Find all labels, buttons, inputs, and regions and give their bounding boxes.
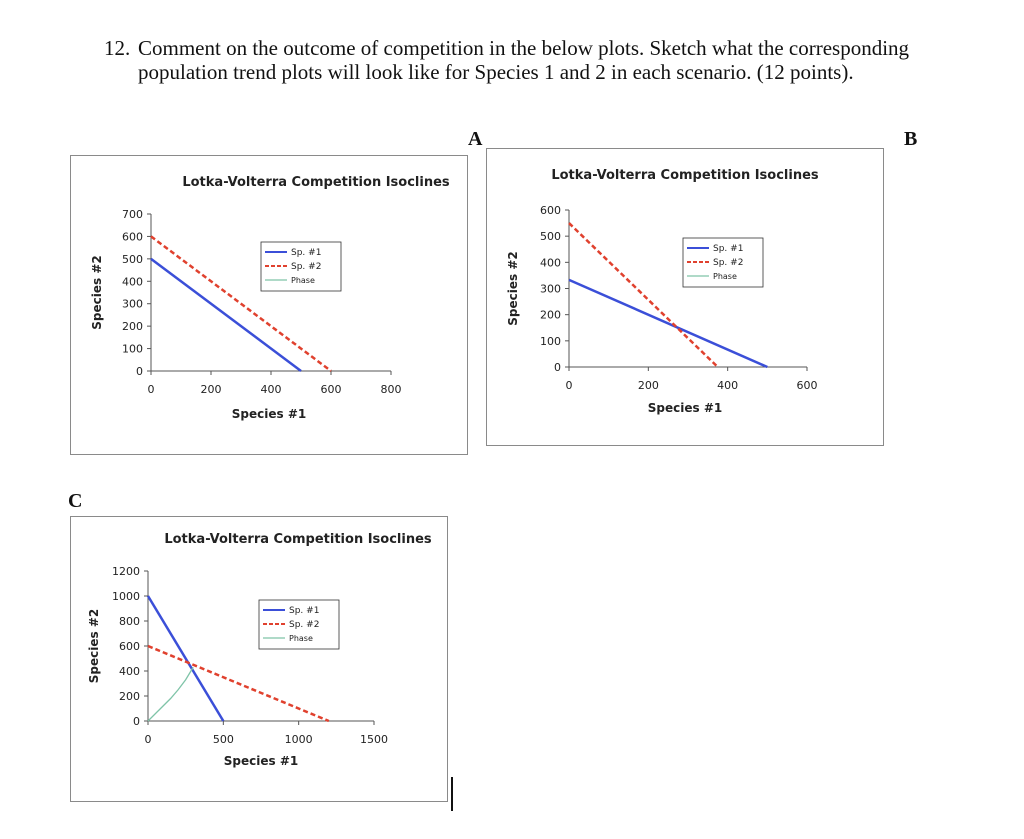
chart-a-svg: Lotka-Volterra Competition Isoclines 0 100… (90, 175, 450, 421)
chart-b-title: Lotka-Volterra Competition Isoclines (551, 168, 819, 183)
chart-b-y-tick-label: 300 (540, 283, 561, 296)
chart-c-legend-entry: Sp. #2 (289, 620, 319, 630)
chart-c-series-phase (147, 666, 194, 722)
panel-label-b: B (904, 128, 918, 150)
chart-b-legend-entry: Sp. #1 (713, 244, 743, 254)
chart-b-legend: Sp. #1 Sp. #2 Phase (682, 237, 764, 288)
chart-c-y-tick-label: 400 (119, 665, 140, 678)
chart-b-legend-entry: Phase (713, 272, 737, 281)
chart-a-x-tick-label: 0 (148, 383, 155, 396)
chart-c: Lotka-Volterra Competition Isoclines 0 200… (70, 516, 448, 802)
question-body: Comment on the outcome of competition in… (138, 36, 910, 84)
chart-a-y-tick-label: 700 (122, 208, 143, 221)
chart-c-legend-entry: Sp. #1 (289, 606, 319, 616)
chart-a-legend-entry: Sp. #2 (291, 262, 321, 272)
chart-c-y-tick-label: 800 (119, 615, 140, 628)
chart-a-x-tick-label: 400 (261, 383, 282, 396)
chart-a-title: Lotka-Volterra Competition Isoclines (182, 175, 450, 190)
chart-c-title: Lotka-Volterra Competition Isoclines (164, 532, 432, 547)
chart-a-y-tick-label: 200 (122, 320, 143, 333)
chart-a-y-tick-label: 100 (122, 343, 143, 356)
chart-a-y-tick-label: 0 (136, 365, 143, 378)
chart-a-legend: Sp. #1 Sp. #2 Phase (260, 241, 342, 292)
chart-c-x-tick-label: 0 (145, 733, 152, 746)
chart-a-y-axis-label: Species #2 (90, 255, 104, 329)
chart-b-y-tick-label: 500 (540, 230, 561, 243)
chart-c-y-tick-label: 200 (119, 690, 140, 703)
chart-c-series-sp1 (146, 595, 225, 722)
chart-b-x-tick-label: 200 (638, 379, 659, 392)
chart-b: Lotka-Volterra Competition Isoclines 0 100… (486, 148, 884, 446)
chart-b-svg: Lotka-Volterra Competition Isoclines 0 100… (506, 168, 819, 415)
chart-b-series-sp1 (568, 278, 768, 369)
panel-label-a: A (468, 128, 483, 150)
chart-c-y-tick-label: 1200 (112, 565, 140, 578)
chart-c-y-tick-label: 0 (133, 715, 140, 728)
chart-b-x-axis-label: Species #1 (648, 401, 722, 415)
chart-a-y-tick-label: 500 (122, 253, 143, 266)
chart-c-x-tick-label: 500 (213, 733, 234, 746)
chart-b-x-tick-label: 0 (566, 379, 573, 392)
chart-b-y-tick-label: 100 (540, 335, 561, 348)
chart-b-y-tick-label: 400 (540, 256, 561, 269)
chart-a-y-tick-label: 400 (122, 275, 143, 288)
chart-c-y-axis-label: Species #2 (87, 609, 101, 683)
panel-label-c: C (68, 490, 83, 512)
chart-c-x-tick-label: 1000 (285, 733, 313, 746)
chart-c-legend: Sp. #1 Sp. #2 Phase (258, 599, 340, 650)
chart-c-svg: Lotka-Volterra Competition Isoclines 0 200… (87, 532, 432, 768)
chart-a-x-tick-label: 200 (201, 383, 222, 396)
question-number: 12. (104, 36, 131, 60)
chart-c-y-tick-label: 600 (119, 640, 140, 653)
chart-b-x-tick-label: 400 (717, 379, 738, 392)
chart-a-series-sp2 (150, 235, 332, 373)
chart-a: Lotka-Volterra Competition Isoclines 0 100… (70, 155, 468, 455)
chart-b-legend-entry: Sp. #2 (713, 258, 743, 268)
chart-a-x-tick-label: 800 (381, 383, 402, 396)
chart-a-legend-entry: Phase (291, 276, 315, 285)
chart-b-y-tick-label: 0 (554, 361, 561, 374)
chart-a-x-tick-label: 600 (321, 383, 342, 396)
chart-a-legend-box (260, 241, 342, 292)
chart-b-y-axis-label: Species #2 (506, 251, 520, 325)
chart-c-y-tick-label: 1000 (112, 590, 140, 603)
chart-a-legend-entry: Sp. #1 (291, 248, 321, 258)
question-text: 12. Comment on the outcome of competitio… (104, 36, 984, 84)
chart-c-x-tick-label: 1500 (360, 733, 388, 746)
text-cursor-bar (451, 777, 453, 811)
chart-a-x-axis-label: Species #1 (232, 407, 306, 421)
chart-c-series-sp2 (147, 644, 330, 723)
chart-c-legend-entry: Phase (289, 634, 313, 643)
chart-b-x-tick-label: 600 (797, 379, 818, 392)
chart-b-series-sp2 (568, 222, 719, 368)
chart-a-series-sp1 (150, 257, 302, 373)
chart-a-y-tick-label: 300 (122, 298, 143, 311)
chart-b-y-tick-label: 600 (540, 204, 561, 217)
chart-a-y-tick-label: 600 (122, 230, 143, 243)
chart-c-x-axis-label: Species #1 (224, 754, 298, 768)
chart-b-y-tick-label: 200 (540, 309, 561, 322)
